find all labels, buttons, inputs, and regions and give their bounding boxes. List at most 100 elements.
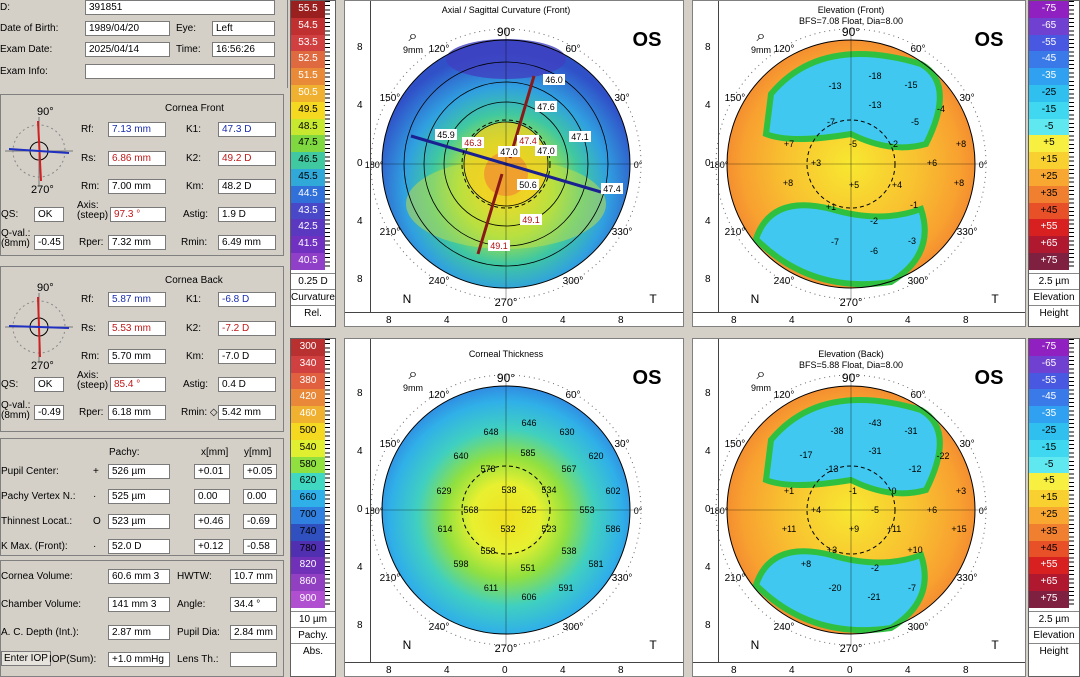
map-value-label: +6 [927, 505, 937, 515]
back-astig-label: Astig: [183, 379, 209, 390]
map-value-label: -17 [799, 450, 812, 460]
scale-value: 42.5 [291, 219, 325, 237]
scale-value: 53.5 [291, 34, 325, 52]
id-label: D: [0, 2, 10, 13]
angle-label: 330° [612, 227, 633, 238]
magnifier-icon[interactable]: ⌕ [757, 366, 766, 383]
map-value-label: 538 [561, 546, 576, 556]
scale-name: Curvature [291, 288, 335, 305]
magnifier-icon[interactable]: ⌕ [757, 28, 766, 45]
exam-date-label: Exam Date: [0, 44, 53, 55]
angle-label: 210° [725, 227, 746, 238]
map-value-label: 538 [501, 485, 516, 495]
nasal-label: N [751, 638, 760, 652]
y-ruler-tick: 8 [357, 620, 363, 631]
scale-value: +15 [1029, 152, 1069, 169]
map-value-label: -20 [828, 583, 841, 593]
y-ruler-tick: 8 [705, 620, 711, 631]
pachy-row-x: 0.00 [194, 489, 230, 504]
scale-value: -35 [1029, 68, 1069, 85]
magnifier-icon[interactable]: ⌕ [409, 28, 418, 45]
axial-curvature-map[interactable]: Axial / Sagittal Curvature (Front) OS 90° 2… [344, 0, 684, 327]
map-axis-180: 180° [365, 160, 384, 170]
pachy-row-y: -0.69 [243, 514, 277, 529]
elevation-back-scale[interactable]: -75 -65 -55 -45 -35 -25 -15 -5 +5 +15 +25 +35 +45 +55… [1028, 338, 1080, 677]
elevation-back-map[interactable]: Elevation (Back) BFS=5.88 Float, Dia=8.00… [692, 338, 1026, 677]
map-value-label: -13 [828, 81, 841, 91]
back-axis-field: 85.4 ° [110, 377, 166, 392]
scale-ticks [325, 1, 335, 270]
map-value-label: -5 [849, 139, 857, 149]
exam-date-field[interactable]: 2025/04/14 [85, 42, 170, 57]
corneal-thickness-map[interactable]: Corneal Thickness OS 90° 270° N T 9mm ⌕ 0° 180° 30… [344, 338, 684, 677]
scale-name: Elevation [1029, 626, 1079, 643]
map-value-label: +11 [782, 524, 797, 534]
y-ruler-tick: 4 [705, 216, 711, 227]
x-ruler-tick: 0 [847, 315, 853, 326]
scale-value: +25 [1029, 507, 1069, 524]
rper-field: 7.32 mm [108, 235, 166, 250]
scale-value: -45 [1029, 51, 1069, 69]
scale-value: 47.5 [291, 135, 325, 153]
scale-value: 41.5 [291, 236, 325, 253]
elevation-front-scale[interactable]: -75 -65 -55 -45 -35 -25 -15 -5 +5 +15 +25 +35 +45 +55… [1028, 0, 1080, 327]
temporal-label: T [649, 638, 657, 652]
map-value-label: +15 [951, 524, 966, 534]
iop-field[interactable]: +1.0 mmHg [108, 652, 170, 667]
zoom-mm-label: 9mm [403, 383, 423, 393]
magnifier-icon[interactable]: ⌕ [409, 366, 418, 383]
patient-id-field[interactable]: 391851 [85, 0, 275, 15]
rf-field: 7.13 mm [108, 122, 166, 137]
scale-unit: 2.5 µm [1029, 272, 1079, 289]
eye-os-label: OS [975, 29, 1004, 51]
map-value-label: 46.0 [545, 75, 563, 85]
elevfront-map-svg[interactable]: Elevation (Front)BFS=7.08 Float, Dia=8.0… [693, 1, 1025, 326]
back-km-field: -7.0 D [218, 349, 276, 364]
map-value-label: -1 [910, 200, 918, 210]
map-value-label: -7 [827, 117, 835, 127]
scale-value: 420 [291, 389, 325, 407]
x-ruler-tick: 0 [847, 665, 853, 676]
map-axis-270: 270° [840, 297, 863, 309]
y-ruler: 8 4 0 4 8 [693, 339, 719, 662]
eye-field[interactable]: Left [212, 21, 275, 36]
scale-value: 460 [291, 406, 325, 423]
thick-map-svg[interactable]: Corneal Thickness OS 90° 270° N T 9mm⌕ 0° 180° 30… [345, 339, 683, 676]
time-field[interactable]: 16:56:26 [212, 42, 275, 57]
angle-label: Angle: [177, 599, 206, 610]
y-ruler-tick: 4 [705, 446, 711, 457]
y-ruler-tick: 4 [357, 100, 363, 111]
map-value-label: 49.1 [490, 241, 508, 251]
angle-label: 330° [957, 573, 978, 584]
exam-info-field[interactable] [85, 64, 275, 79]
map-value-label: 534 [541, 485, 556, 495]
cornea-volume-label: Cornea Volume: [1, 571, 73, 582]
axial-map-svg[interactable]: Axial / Sagittal Curvature (Front) OS 90° 2… [345, 1, 683, 326]
angle-label: 120° [429, 44, 450, 55]
angle-field: 34.4 ° [230, 597, 277, 612]
y-ruler-tick: 0 [357, 504, 363, 515]
thickness-scale[interactable]: 300 340 380 420 460 500 540 580 620 660 700 740 780 8… [290, 338, 336, 677]
lens-field[interactable] [230, 652, 277, 667]
enter-iop-button[interactable]: Enter IOP [1, 651, 51, 666]
map-axis-90: 90° [497, 25, 515, 39]
scale-value: 50.5 [291, 85, 325, 102]
km-label: Km: [186, 181, 204, 192]
pachy-row-y: 0.00 [243, 489, 277, 504]
curvature-scale[interactable]: 55.5 54.5 53.5 52.5 51.5 50.5 49.5 48.5 47.5 46.5… [290, 0, 336, 327]
x-ruler-tick: 8 [618, 665, 624, 676]
scale-value: 500 [291, 423, 325, 440]
elevback-map-svg[interactable]: Elevation (Back)BFS=5.88 Float, Dia=8.00… [693, 339, 1025, 676]
scale-ticks [1069, 339, 1079, 608]
scale-value: -25 [1029, 85, 1069, 102]
elevation-front-map[interactable]: Elevation (Front) BFS=7.08 Float, Dia=8.0… [692, 0, 1026, 327]
pachy-row-y: +0.05 [243, 464, 277, 479]
y-ruler-tick: 8 [705, 388, 711, 399]
angle-label: 30° [959, 93, 974, 104]
back-axis-label: Axis: (steep) [77, 370, 109, 391]
rper-label: Rper: [79, 237, 104, 248]
dob-field[interactable]: 1989/04/20 [85, 21, 170, 36]
iop-label: IOP(Sum): [49, 654, 97, 665]
angle-label: 30° [959, 439, 974, 450]
map-value-label: -2 [871, 563, 879, 573]
